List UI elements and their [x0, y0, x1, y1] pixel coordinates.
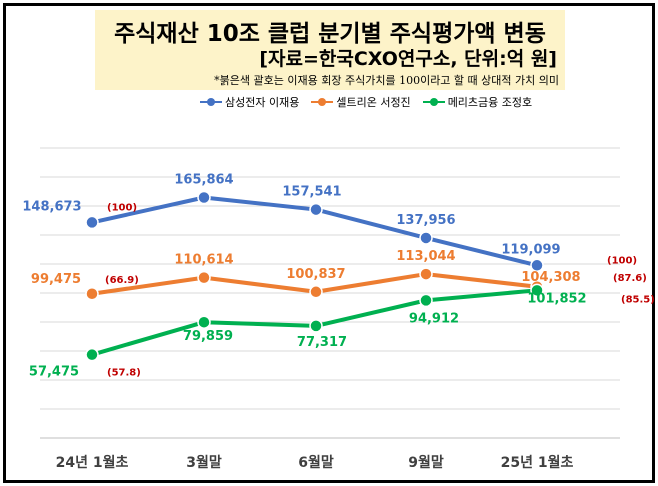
data-label: 100,837 [286, 267, 345, 282]
chart-legend: 삼성전자 이재용 셀트리온 서정진 메리츠금융 조정호 [200, 94, 532, 110]
legend-swatch-2 [422, 97, 445, 107]
legend-item-0: 삼성전자 이재용 [200, 94, 299, 110]
x-tick-label: 25년 1월초 [501, 454, 574, 471]
data-label: 94,912 [409, 311, 459, 326]
legend-label-1: 셀트리온 서정진 [336, 96, 411, 109]
relative-value-label: (100) [107, 202, 137, 213]
x-tick-label: 6월말 [298, 454, 334, 471]
data-label: 104,308 [521, 270, 580, 285]
data-label: 165,864 [174, 172, 233, 187]
legend-label-2: 메리츠금융 조정호 [447, 96, 533, 109]
data-point [85, 287, 99, 301]
data-point [309, 285, 323, 299]
relative-value-label: (57.8) [107, 368, 141, 379]
data-label: 113,044 [396, 249, 455, 264]
data-point [85, 347, 99, 362]
legend-swatch-1 [311, 97, 334, 107]
data-label: 110,614 [174, 253, 233, 268]
data-label: 77,317 [297, 335, 347, 350]
legend-item-2: 메리츠금융 조정호 [422, 94, 533, 110]
data-point [309, 202, 323, 217]
x-tick-label: 24년 1월초 [56, 454, 129, 471]
data-point [419, 231, 433, 245]
data-label: 101,852 [527, 291, 586, 306]
data-point [530, 258, 544, 273]
relative-value-label: (66.9) [105, 275, 139, 286]
data-label: 137,956 [396, 213, 455, 228]
legend-label-0: 삼성전자 이재용 [225, 96, 300, 109]
relative-value-label: (100) [607, 255, 637, 266]
data-point [85, 215, 99, 230]
legend-item-1: 셀트리온 서정진 [311, 94, 411, 110]
data-label: 119,099 [501, 242, 560, 257]
data-label: 157,541 [282, 185, 341, 200]
data-point [197, 270, 211, 285]
relative-value-label: (87.6) [613, 273, 647, 284]
data-label: 148,673 [22, 199, 81, 214]
data-point [419, 267, 433, 281]
data-point [309, 319, 323, 333]
data-point [197, 190, 211, 205]
chart-subtitle: [자료=한국CXO연구소, 단위:억 원] [259, 48, 557, 70]
x-tick-label: 3월말 [186, 454, 222, 471]
relative-value-label: (85.5) [621, 294, 655, 305]
data-label: 79,859 [183, 329, 233, 344]
chart-title: 주식재산 10조 클럽 분기별 주식평가액 변동 [114, 21, 546, 47]
title-box: 주식재산 10조 클럽 분기별 주식평가액 변동 [자료=한국CXO연구소, 단… [95, 10, 565, 90]
legend-swatch-0 [200, 97, 222, 107]
data-label: 99,475 [31, 272, 81, 287]
data-point [530, 283, 544, 298]
data-point [197, 315, 211, 329]
chart-note: *붉은색 괄호는 이재용 회장 주식가치를 100이라고 할 때 상대적 가치 … [214, 74, 559, 87]
data-point [419, 293, 433, 308]
data-label: 57,475 [29, 365, 79, 380]
x-tick-label: 9월말 [408, 454, 444, 471]
